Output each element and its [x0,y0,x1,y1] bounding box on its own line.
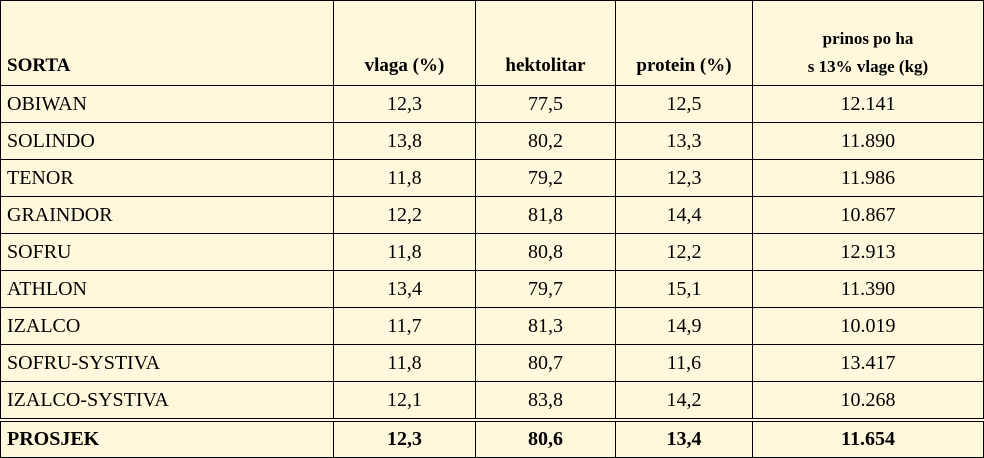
value-cell: 13,4 [333,270,476,308]
variety-cell: IZALCO [0,307,334,345]
header-cell: vlaga (%) [333,0,476,86]
value-cell: 12.141 [752,85,984,123]
variety-cell: GRAINDOR [0,196,334,234]
value-cell: 12,3 [333,85,476,123]
variety-cell: SOFRU [0,233,334,271]
header-cell: SORTA [0,0,334,86]
value-cell: 15,1 [615,270,753,308]
average-label: PROSJEK [0,418,334,458]
value-cell: 13.417 [752,344,984,382]
table-row: ATHLON 13,4 79,7 15,1 11.390 [0,270,984,308]
value-cell: 80,8 [475,233,616,271]
header-row: SORTA vlaga (%) hektolitar protein (%) prino… [0,0,984,86]
average-value: 80,6 [475,418,616,458]
header-line: s 13% vlage (kg) [807,57,929,76]
value-cell: 77,5 [475,85,616,123]
value-cell: 11,7 [333,307,476,345]
value-cell: 11,8 [333,344,476,382]
table-row: OBIWAN 12,3 77,5 12,5 12.141 [0,85,984,123]
value-cell: 12,3 [615,159,753,197]
value-cell: 12,2 [615,233,753,271]
value-cell: 11,8 [333,159,476,197]
table-row: IZALCO-SYSTIVA 12,1 83,8 14,2 10.268 [0,381,984,421]
value-cell: 81,8 [475,196,616,234]
average-value: 12,3 [333,418,476,458]
value-cell: 14,4 [615,196,753,234]
table-row: SOFRU 11,8 80,8 12,2 12.913 [0,233,984,271]
value-cell: 11.890 [752,122,984,160]
variety-cell: IZALCO-SYSTIVA [0,381,334,421]
value-cell: 10.268 [752,381,984,421]
variety-cell: ATHLON [0,270,334,308]
variety-cell: SOFRU-SYSTIVA [0,344,334,382]
value-cell: 80,7 [475,344,616,382]
average-value: 11.654 [752,418,984,458]
value-cell: 11.986 [752,159,984,197]
value-cell: 13,3 [615,122,753,160]
table-row: SOFRU-SYSTIVA 11,8 80,7 11,6 13.417 [0,344,984,382]
value-cell: 10.019 [752,307,984,345]
table-row: TENOR 11,8 79,2 12,3 11.986 [0,159,984,197]
value-cell: 83,8 [475,381,616,421]
value-cell: 11.390 [752,270,984,308]
average-row: PROSJEK 12,3 80,6 13,4 11.654 [0,418,984,458]
value-cell: 14,9 [615,307,753,345]
value-cell: 12,5 [615,85,753,123]
value-cell: 79,7 [475,270,616,308]
value-cell: 12,1 [333,381,476,421]
value-cell: 81,3 [475,307,616,345]
value-cell: 12,2 [333,196,476,234]
variety-cell: OBIWAN [0,85,334,123]
variety-cell: SOLINDO [0,122,334,160]
table-row: IZALCO 11,7 81,3 14,9 10.019 [0,307,984,345]
table-row: GRAINDOR 12,2 81,8 14,4 10.867 [0,196,984,234]
table-row: SOLINDO 13,8 80,2 13,3 11.890 [0,122,984,160]
header-cell: protein (%) [615,0,753,86]
value-cell: 80,2 [475,122,616,160]
header-line: prinos po ha [822,29,914,48]
header-cell: hektolitar [475,0,616,86]
header-cell: prinos po ha s 13% vlage (kg) [752,0,984,86]
value-cell: 14,2 [615,381,753,421]
value-cell: 79,2 [475,159,616,197]
value-cell: 12.913 [752,233,984,271]
variety-cell: TENOR [0,159,334,197]
value-cell: 11,8 [333,233,476,271]
average-value: 13,4 [615,418,753,458]
value-cell: 13,8 [333,122,476,160]
value-cell: 11,6 [615,344,753,382]
value-cell: 10.867 [752,196,984,234]
